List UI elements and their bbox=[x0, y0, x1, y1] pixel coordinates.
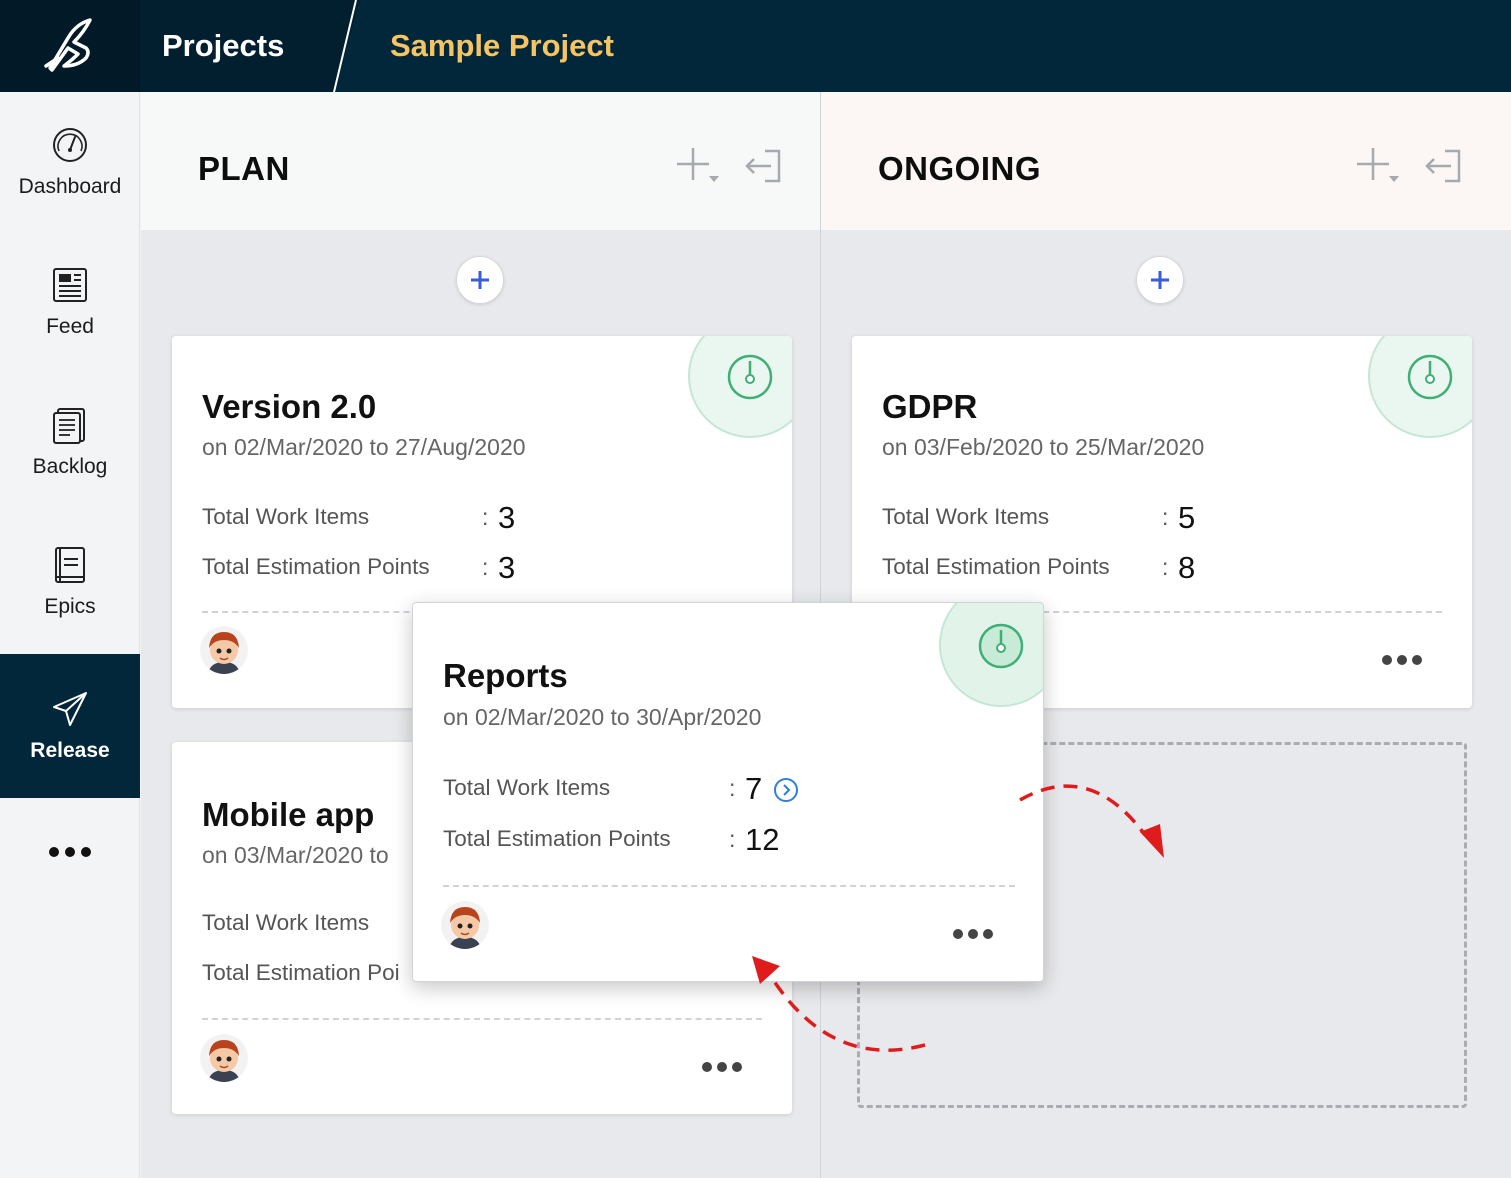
work-items-label: Total Work Items bbox=[882, 504, 1050, 529]
sprints-logo-icon bbox=[44, 18, 92, 72]
gauge-icon bbox=[53, 128, 87, 162]
colon: : bbox=[1162, 504, 1169, 530]
timer-status-icon[interactable] bbox=[977, 622, 1025, 670]
collapse-column-icon[interactable] bbox=[743, 147, 783, 185]
breadcrumb-separator bbox=[333, 0, 357, 92]
sidebar-item-label: Feed bbox=[46, 315, 94, 338]
colon: : bbox=[729, 775, 736, 801]
book-icon bbox=[55, 547, 85, 583]
estimation-points-value: 8 bbox=[1178, 550, 1196, 585]
work-items-value: 7 bbox=[745, 771, 763, 806]
work-items-label: Total Work Items bbox=[443, 775, 611, 800]
column-header: ONGOING bbox=[821, 92, 1511, 230]
chevron-right-circle-icon[interactable] bbox=[773, 777, 799, 803]
card-dates: on 03/Mar/2020 to bbox=[202, 842, 389, 868]
work-items-value: 3 bbox=[498, 500, 516, 535]
paper-plane-icon bbox=[53, 692, 87, 726]
sidebar-item-label: Dashboard bbox=[18, 175, 122, 198]
card-title[interactable]: Version 2.0 bbox=[202, 388, 377, 425]
add-release-button[interactable] bbox=[1136, 256, 1184, 304]
clipboard-list-icon bbox=[53, 408, 85, 444]
more-options-icon[interactable] bbox=[953, 929, 993, 939]
estimation-points-value: 3 bbox=[498, 550, 516, 585]
sidebar-item-label: Epics bbox=[44, 595, 96, 618]
more-options-icon[interactable] bbox=[1382, 655, 1422, 665]
sidebar-item-dashboard[interactable]: Dashboard bbox=[0, 92, 140, 232]
work-items-label: Total Work Items bbox=[202, 910, 370, 935]
sidebar-item-label: Backlog bbox=[32, 455, 108, 478]
dragged-release-card[interactable]: Reports on 02/Mar/2020 to 30/Apr/2020 To… bbox=[412, 602, 1044, 982]
estimation-points-value: 12 bbox=[745, 822, 780, 857]
card-title[interactable]: Mobile app bbox=[202, 796, 375, 833]
newspaper-icon bbox=[53, 268, 87, 302]
sidebar: Dashboard Feed bbox=[0, 92, 140, 1178]
breadcrumb-projects[interactable]: Projects bbox=[162, 28, 285, 63]
card-divider bbox=[443, 885, 1015, 887]
sidebar-item-label: Release bbox=[30, 739, 110, 762]
estimation-points-label: Total Estimation Points bbox=[202, 554, 430, 579]
colon: : bbox=[482, 554, 489, 580]
sidebar-item-release[interactable]: Release bbox=[0, 654, 140, 798]
work-items-label: Total Work Items bbox=[202, 504, 370, 529]
sidebar-item-epics[interactable]: Epics bbox=[0, 512, 140, 652]
timer-status-icon[interactable] bbox=[1406, 353, 1454, 401]
more-options-icon[interactable] bbox=[702, 1062, 742, 1072]
colon: : bbox=[1162, 554, 1169, 580]
card-divider bbox=[202, 1018, 762, 1020]
estimation-points-label: Total Estimation Poi bbox=[202, 960, 400, 985]
column-title: ONGOING bbox=[878, 150, 1042, 187]
card-dates: on 02/Mar/2020 to 27/Aug/2020 bbox=[202, 434, 526, 460]
plus-icon bbox=[471, 271, 489, 289]
estimation-points-label: Total Estimation Points bbox=[443, 826, 671, 851]
colon: : bbox=[482, 504, 489, 530]
estimation-points-label: Total Estimation Points bbox=[882, 554, 1110, 579]
app-logo[interactable] bbox=[0, 0, 140, 92]
card-title[interactable]: Reports bbox=[443, 657, 568, 694]
avatar[interactable] bbox=[200, 626, 248, 674]
work-items-value: 5 bbox=[1178, 500, 1196, 535]
card-dates: on 02/Mar/2020 to 30/Apr/2020 bbox=[443, 704, 762, 730]
top-bar: Projects Sample Project bbox=[0, 0, 1511, 92]
card-dates: on 03/Feb/2020 to 25/Mar/2020 bbox=[882, 434, 1205, 460]
sidebar-item-backlog[interactable]: Backlog bbox=[0, 372, 140, 512]
add-dropdown-icon[interactable] bbox=[1353, 144, 1401, 188]
more-dots-icon[interactable] bbox=[0, 832, 140, 872]
column-header: PLAN bbox=[141, 92, 820, 230]
add-dropdown-icon[interactable] bbox=[673, 144, 721, 188]
breadcrumb-current-project[interactable]: Sample Project bbox=[390, 28, 614, 63]
collapse-column-icon[interactable] bbox=[1423, 147, 1463, 185]
card-divider bbox=[882, 611, 1442, 613]
avatar[interactable] bbox=[441, 901, 489, 949]
column-title: PLAN bbox=[198, 150, 290, 187]
colon: : bbox=[729, 826, 736, 852]
plus-icon bbox=[1151, 271, 1169, 289]
sidebar-item-feed[interactable]: Feed bbox=[0, 232, 140, 372]
add-release-button[interactable] bbox=[456, 256, 504, 304]
timer-status-icon[interactable] bbox=[726, 353, 774, 401]
card-title[interactable]: GDPR bbox=[882, 388, 978, 425]
avatar[interactable] bbox=[200, 1034, 248, 1082]
